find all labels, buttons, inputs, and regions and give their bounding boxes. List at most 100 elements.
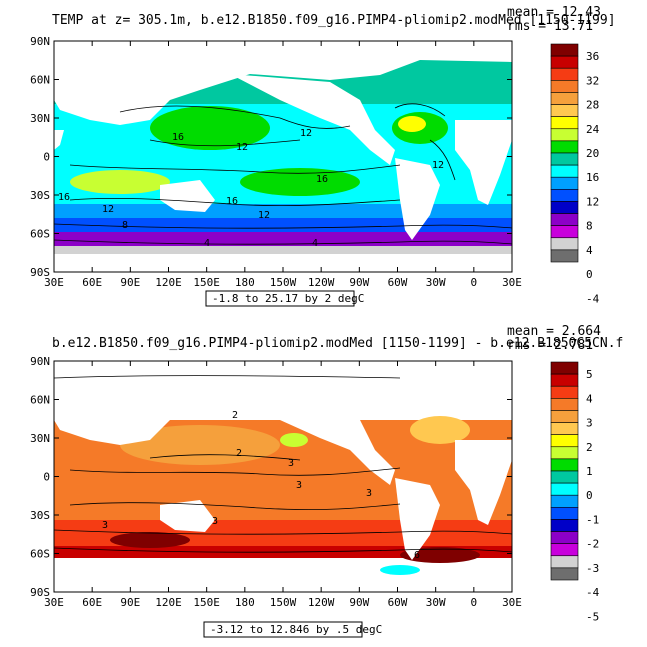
panel-1-land-n-america (230, 74, 395, 165)
panel-2-mean: mean = 2.664 (507, 324, 601, 339)
colorbar-swatch (550, 249, 579, 263)
colorbar-swatch (550, 67, 579, 81)
panel-1: TEMP at z= 305.1m, b.e12.B1850.f09_g16.P… (30, 5, 616, 307)
x-tick-label: 180 (235, 596, 255, 609)
colorbar-swatch (550, 519, 579, 532)
panel-1-title: TEMP at z= 305.1m, b.e12.B1850.f09_g16.P… (52, 13, 616, 28)
panel-2-natl (410, 416, 470, 444)
panel-2-contour-label: 3 (212, 516, 218, 527)
panel-2-map: 2 3 3 3 2 3 3 6 (54, 361, 512, 592)
colorbar-swatch (550, 446, 579, 460)
panel-1-contour-label: 4 (312, 238, 318, 249)
panel-1-contour-label: 4 (204, 238, 210, 249)
panel-1-contours (54, 103, 512, 245)
y-tick-label: 30S (30, 509, 50, 522)
panel-2-npac (120, 425, 280, 465)
panel-1-npac-gyre (150, 106, 270, 150)
x-tick-label: 150E (193, 596, 220, 609)
panel-2-land-s-america (395, 478, 440, 560)
panel-1-contour-label: 12 (236, 142, 248, 153)
colorbar-swatch (550, 237, 579, 251)
panel-1-land-africa (54, 120, 512, 205)
x-tick-label: 60E (82, 276, 102, 289)
x-tick-label: 60W (388, 596, 408, 609)
y-tick-label: 90N (30, 355, 50, 368)
panel-1-band-south-1 (54, 204, 512, 218)
colorbar-label: 12 (586, 195, 599, 208)
colorbar-swatch (550, 201, 579, 214)
y-tick-label: 30N (30, 112, 50, 125)
x-tick-label: 120E (155, 276, 182, 289)
x-tick-label: 120W (308, 276, 335, 289)
panel-2-contour-label: 3 (288, 458, 294, 469)
x-tick-label: 0 (471, 276, 478, 289)
panel-1-contour-labels: 12 16 12 12 16 12 16 12 8 4 4 16 (58, 128, 444, 249)
colorbar-swatch (550, 555, 579, 569)
colorbar-label: 5 (586, 368, 593, 381)
panel-1-contour-label: 16 (226, 196, 238, 207)
colorbar-label: 1 (586, 465, 593, 478)
panel-1-mean: mean = 12.43 (507, 5, 601, 20)
panel-1-land-s-america (395, 158, 440, 240)
panel-2-weddell (380, 565, 420, 575)
colorbar-swatch (550, 470, 579, 484)
colorbar-label: 0 (586, 268, 593, 281)
y-tick-label: 60N (30, 74, 50, 87)
x-tick-label: 90E (120, 596, 140, 609)
colorbar-label: 3 (586, 417, 593, 430)
colorbar-swatch (550, 92, 579, 105)
x-tick-label: 30E (44, 276, 64, 289)
panel-1-contour-label: 16 (58, 192, 70, 203)
x-tick-label: 30E (502, 596, 522, 609)
x-tick-label: 120E (155, 596, 182, 609)
panel-1-axes: 30E 60E 90E 120E 150E 180 150W 120W 90W 60W 30W 0 30… (30, 35, 522, 289)
panel-1-contour-label: 12 (102, 204, 114, 215)
panel-2-contour-labels: 2 3 3 3 2 3 3 6 (102, 410, 420, 561)
colorbar-label: 4 (586, 392, 593, 405)
colorbar-label: 28 (586, 99, 599, 112)
panel-1-contour-label: 16 (316, 174, 328, 185)
colorbar-swatch (550, 55, 579, 69)
colorbar-swatch (550, 422, 579, 435)
x-tick-label: 120W (308, 596, 335, 609)
colorbar-swatch (550, 104, 579, 117)
x-tick-label: 90W (349, 276, 369, 289)
colorbar-label: -4 (586, 292, 600, 305)
colorbar-swatch (550, 434, 579, 448)
panel-2: b.e12.B1850.f09_g16.PIMP4-pliomip2.modMe… (30, 324, 623, 638)
colorbar-label: 16 (586, 171, 599, 184)
colorbar-label: 32 (586, 74, 599, 87)
panel-1-range-text: -1.8 to 25.17 by 2 degC (212, 292, 364, 305)
panel-2-title: b.e12.B1850.f09_g16.PIMP4-pliomip2.modMe… (52, 336, 623, 351)
panel-2-range-box (203, 621, 363, 638)
panel-1-land-australia (160, 180, 215, 212)
panel-1-contour-label: 12 (300, 128, 312, 139)
y-tick-label: 0 (43, 151, 50, 164)
panel-1-rms: rms = 13.71 (507, 19, 593, 34)
panel-2-contour-label: 2 (232, 410, 238, 421)
panel-2-land-australia (160, 500, 215, 532)
panel-2-contour-label: 3 (296, 480, 302, 491)
colorbar-label: 2 (586, 441, 593, 454)
colorbar-label: 36 (586, 50, 599, 63)
colorbar-label: -4 (586, 586, 600, 599)
colorbar-swatch (550, 482, 579, 496)
panel-1-band-antarctic (54, 232, 512, 246)
panel-1-ind-gyre (70, 170, 170, 194)
panel-2-contour-label: 3 (102, 520, 108, 531)
colorbar-swatch (550, 494, 579, 508)
colorbar-swatch (550, 543, 579, 557)
panel-1-range-box (205, 290, 355, 307)
colorbar-label: -3 (586, 562, 599, 575)
colorbar-label: -1 (586, 513, 599, 526)
panel-2-npac-core (280, 433, 308, 447)
panel-2-axes: 30E 60E 90E 120E 150E 180 150W 120W 90W 60W 30W 0 30… (30, 355, 522, 609)
panel-1-band-shelf (54, 246, 512, 254)
panel-1-natl-core (398, 116, 426, 132)
colorbar-swatch (550, 176, 579, 190)
colorbar-swatch (550, 213, 579, 226)
x-tick-label: 60E (82, 596, 102, 609)
panel-2-ind-hot (110, 532, 190, 548)
colorbar-swatch (550, 140, 579, 154)
